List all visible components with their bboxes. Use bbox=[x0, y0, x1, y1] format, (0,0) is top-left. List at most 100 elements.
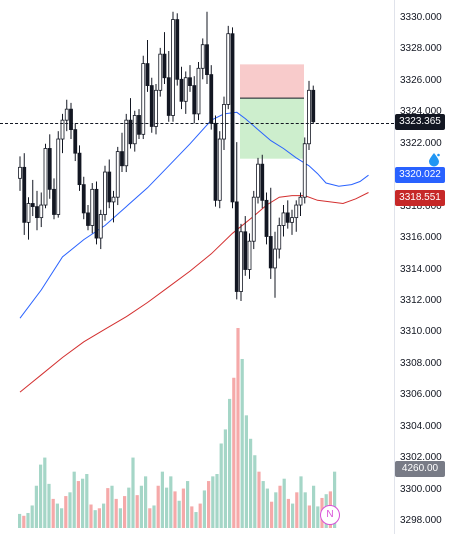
volume-bar bbox=[97, 508, 101, 528]
volume-bar bbox=[202, 490, 206, 528]
candle-body bbox=[30, 203, 35, 208]
candle-body bbox=[311, 89, 316, 123]
price-chart-canvas[interactable] bbox=[0, 0, 394, 534]
candle-body bbox=[226, 33, 231, 105]
volume-bar bbox=[278, 485, 282, 528]
volume-bar bbox=[131, 457, 135, 528]
volume-bar bbox=[232, 377, 236, 528]
candle-body bbox=[260, 163, 265, 201]
news-indicator-icon[interactable]: N bbox=[320, 505, 340, 525]
candle-body bbox=[128, 119, 133, 145]
volume-bar bbox=[307, 505, 311, 528]
volume-bar bbox=[211, 476, 215, 528]
crosshair-price-label: 3323.365 bbox=[395, 114, 445, 131]
candle-body bbox=[120, 151, 124, 167]
volume-bar bbox=[274, 492, 278, 528]
candle-body bbox=[98, 214, 103, 239]
volume-bar bbox=[127, 487, 131, 528]
candle-body bbox=[47, 148, 52, 190]
volume-bar bbox=[85, 474, 89, 528]
volume-bar bbox=[55, 503, 59, 528]
candle-body bbox=[290, 217, 294, 223]
volume-label: 4260.00 bbox=[395, 461, 445, 477]
candle-body bbox=[60, 119, 65, 140]
ma-fast-price-label: 3320.022 bbox=[395, 166, 445, 183]
candle-body bbox=[73, 129, 78, 154]
volume-bar bbox=[177, 500, 181, 528]
price-tick-label: 3312.000 bbox=[400, 294, 442, 306]
volume-bar bbox=[236, 328, 240, 528]
candle-body bbox=[196, 67, 201, 115]
candle-body bbox=[268, 236, 273, 269]
volume-bar bbox=[18, 513, 22, 528]
candle-body bbox=[43, 148, 48, 206]
volume-bar bbox=[312, 485, 316, 528]
volume-bar bbox=[303, 492, 307, 528]
candle-body bbox=[137, 115, 141, 135]
candle-body bbox=[149, 85, 154, 127]
volume-bar bbox=[148, 508, 152, 528]
candle-body bbox=[39, 204, 44, 219]
volume-bar bbox=[76, 481, 80, 528]
volume-bar bbox=[81, 478, 85, 528]
ma-slow-line bbox=[19, 192, 369, 393]
volume-bar bbox=[30, 505, 34, 528]
candle-body bbox=[175, 19, 180, 80]
candle-body bbox=[107, 171, 112, 203]
candle-body bbox=[285, 212, 290, 223]
volume-bar bbox=[333, 471, 337, 528]
candle-body bbox=[111, 196, 116, 203]
volume-bar bbox=[261, 481, 265, 528]
take-profit-zone bbox=[240, 98, 304, 159]
candle-body bbox=[234, 201, 239, 292]
volume-bar bbox=[190, 506, 194, 528]
candle-body bbox=[251, 196, 256, 242]
volume-bar bbox=[265, 488, 269, 528]
volume-bar bbox=[43, 457, 47, 528]
candle-body bbox=[243, 231, 248, 270]
candle-body bbox=[205, 44, 209, 75]
ma-fast-line bbox=[19, 111, 369, 319]
candle-body bbox=[302, 143, 307, 198]
candle-body bbox=[64, 108, 69, 121]
volume-bar bbox=[186, 481, 190, 528]
candle-body bbox=[217, 138, 222, 201]
candle-body bbox=[69, 108, 73, 131]
candle-body bbox=[200, 44, 205, 69]
volume-bar bbox=[60, 508, 64, 528]
candle-body bbox=[77, 152, 82, 186]
candle-body bbox=[22, 166, 27, 223]
price-tick-label: 3326.000 bbox=[400, 74, 442, 86]
volume-bar bbox=[215, 474, 219, 528]
volume-bar bbox=[181, 488, 185, 528]
volume-bar bbox=[249, 438, 253, 528]
ma-slow-price-label: 3318.551 bbox=[395, 189, 445, 206]
volume-bar bbox=[102, 503, 106, 528]
candle-body bbox=[52, 188, 56, 215]
volume-bar bbox=[110, 485, 114, 528]
candle-body bbox=[192, 85, 197, 115]
candle-body bbox=[81, 184, 86, 214]
volume-bar bbox=[316, 506, 320, 528]
volume-bar bbox=[118, 508, 122, 528]
volume-bar bbox=[135, 495, 139, 528]
volume-bar bbox=[89, 504, 93, 528]
candle-body bbox=[239, 231, 243, 292]
candle-body bbox=[264, 199, 269, 237]
price-scale-border bbox=[394, 0, 395, 534]
water-drop-icon[interactable] bbox=[426, 151, 442, 167]
price-tick-label: 3306.000 bbox=[400, 389, 442, 401]
candle-body bbox=[277, 225, 282, 250]
candle-body bbox=[281, 212, 286, 226]
volume-bar bbox=[219, 443, 223, 528]
price-tick-label: 3310.000 bbox=[400, 326, 442, 338]
volume-bar bbox=[34, 485, 38, 528]
volume-bar bbox=[152, 505, 156, 528]
volume-bar bbox=[72, 471, 76, 528]
volume-bar bbox=[144, 476, 148, 528]
crosshair-horizontal-line bbox=[0, 123, 394, 124]
volume-bar bbox=[123, 496, 127, 528]
candle-body bbox=[209, 74, 214, 124]
candle-body bbox=[35, 206, 39, 219]
